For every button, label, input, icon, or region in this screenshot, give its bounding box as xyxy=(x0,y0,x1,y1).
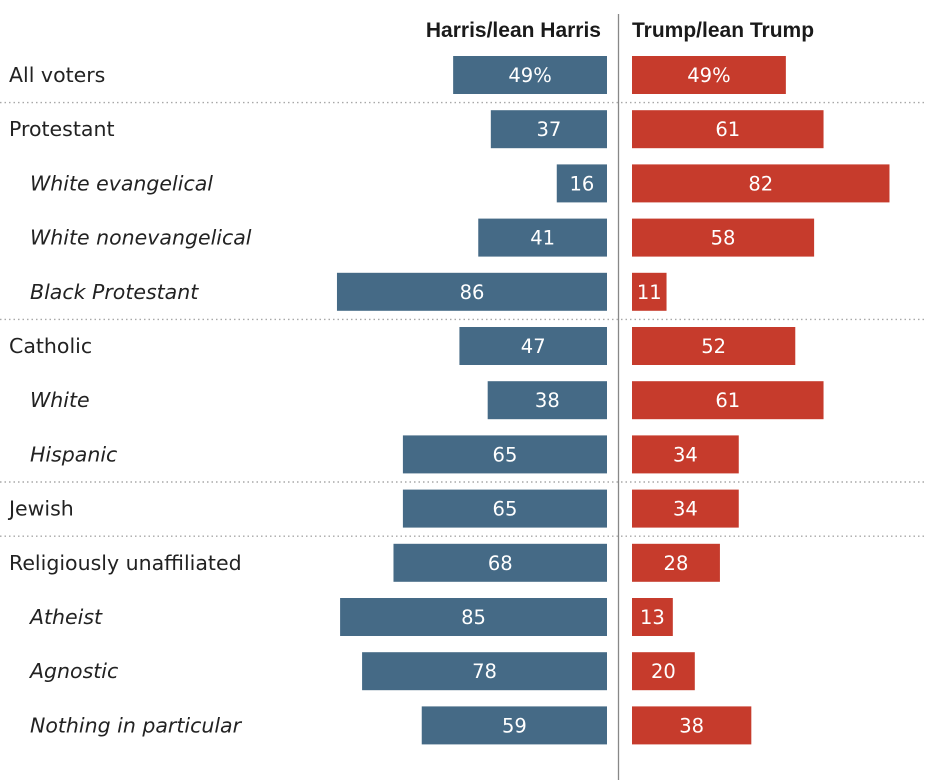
row-label: Catholic xyxy=(9,334,92,358)
chart-row: Catholic 47 52 xyxy=(9,327,796,365)
bar-trump xyxy=(632,56,786,94)
chart-row: Protestant 37 61 xyxy=(9,110,824,149)
row-label: Protestant xyxy=(9,117,114,141)
value-label-trump: 13 xyxy=(640,606,665,629)
value-label-trump: 61 xyxy=(715,389,740,412)
chart-row: White evangelical 16 82 xyxy=(30,164,890,203)
row-label: Agnostic xyxy=(28,659,118,683)
bar-harris xyxy=(402,489,607,528)
bar-trump xyxy=(632,652,695,691)
row-label: Religiously unaffiliated xyxy=(9,551,242,575)
header-harris: Harris/lean Harris xyxy=(426,19,601,42)
value-label-trump: 61 xyxy=(715,118,740,141)
bar-trump xyxy=(632,164,890,203)
bar-harris xyxy=(487,381,607,420)
bar-harris xyxy=(453,56,607,94)
header-trump: Trump/lean Trump xyxy=(632,19,814,42)
row-label: White nonevangelical xyxy=(30,226,252,250)
row-label: Jewish xyxy=(7,497,74,521)
bar-trump xyxy=(632,706,752,745)
chart-row: All voters 49% 49% xyxy=(9,56,786,94)
value-label-harris: 68 xyxy=(488,552,513,575)
value-label-trump: 82 xyxy=(748,172,773,195)
value-label-trump: 38 xyxy=(679,714,704,737)
bar-harris xyxy=(336,272,607,311)
row-label: Atheist xyxy=(28,605,103,629)
row-label: White evangelical xyxy=(30,171,213,195)
value-label-trump: 28 xyxy=(664,552,689,575)
bar-harris xyxy=(459,327,607,365)
bar-trump xyxy=(632,598,673,636)
bar-harris xyxy=(556,164,607,203)
chart-row: Hispanic 65 34 xyxy=(30,435,739,474)
value-label-harris: 41 xyxy=(530,227,555,250)
bar-harris xyxy=(402,435,607,474)
value-label-harris: 49% xyxy=(508,64,551,87)
value-label-trump: 49% xyxy=(687,64,730,87)
bar-harris xyxy=(421,706,607,745)
bar-harris xyxy=(340,598,607,636)
chart-row: Black Protestant 86 11 xyxy=(30,272,667,311)
value-label-trump: 11 xyxy=(637,281,662,304)
chart-row: Agnostic 78 20 xyxy=(28,652,695,691)
value-label-harris: 16 xyxy=(569,172,594,195)
separators xyxy=(0,101,926,537)
bar-trump xyxy=(632,272,667,311)
bar-trump xyxy=(632,435,739,474)
row-label: All voters xyxy=(9,63,105,87)
value-label-trump: 20 xyxy=(651,660,676,683)
value-label-trump: 34 xyxy=(673,498,698,521)
value-label-harris: 37 xyxy=(536,118,561,141)
row-label: White xyxy=(30,388,90,412)
bar-trump xyxy=(632,327,796,365)
bar-harris xyxy=(393,543,607,582)
bar-trump xyxy=(632,218,815,257)
value-label-harris: 78 xyxy=(472,660,497,683)
chart-row: Atheist 85 13 xyxy=(28,598,673,636)
row-label: Nothing in particular xyxy=(30,713,243,737)
value-label-harris: 47 xyxy=(521,335,546,358)
value-label-harris: 38 xyxy=(535,389,560,412)
chart-rows: All voters 49% 49% Protestant 37 61 White evan… xyxy=(7,56,890,745)
value-label-harris: 85 xyxy=(461,606,486,629)
value-label-harris: 65 xyxy=(493,443,518,466)
row-label: Black Protestant xyxy=(30,280,199,304)
bar-trump xyxy=(632,489,739,528)
bar-harris xyxy=(478,218,607,257)
value-label-harris: 86 xyxy=(460,281,485,304)
chart-row: Religiously unaffiliated 68 28 xyxy=(9,543,720,582)
bar-harris xyxy=(490,110,607,149)
row-label: Hispanic xyxy=(30,442,117,466)
chart-row: White 38 61 xyxy=(30,381,824,420)
value-label-trump: 52 xyxy=(701,335,726,358)
bar-trump xyxy=(632,381,824,420)
bar-harris xyxy=(362,652,607,691)
value-label-trump: 34 xyxy=(673,443,698,466)
chart-row: Nothing in particular 59 38 xyxy=(30,706,752,745)
chart-row: White nonevangelical 41 58 xyxy=(30,218,815,257)
value-label-harris: 59 xyxy=(502,714,527,737)
bar-trump xyxy=(632,543,720,582)
chart-row: Jewish 65 34 xyxy=(7,489,739,528)
bar-trump xyxy=(632,110,824,149)
value-label-trump: 58 xyxy=(711,227,736,250)
value-label-harris: 65 xyxy=(493,498,518,521)
